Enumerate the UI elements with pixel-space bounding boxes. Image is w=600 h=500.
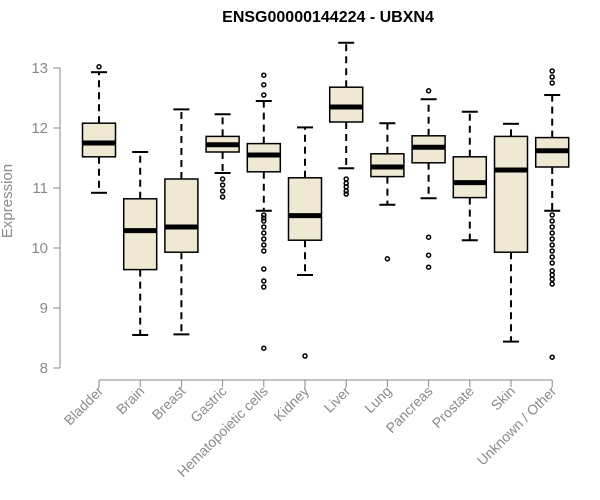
x-tick-label: Liver: [321, 383, 354, 416]
outlier-point: [425, 252, 432, 258]
outlier-point: [261, 212, 267, 218]
y-tick-label: 11: [32, 180, 48, 197]
outlier-point: [343, 176, 349, 182]
box-group: [246, 72, 282, 351]
outlier-point: [261, 248, 267, 254]
outlier-point: [261, 224, 267, 230]
y-tick-label: 10: [31, 240, 48, 257]
y-tick-label: 9: [40, 300, 48, 317]
box-group: [205, 113, 240, 200]
x-tick-label: Brain: [113, 383, 147, 417]
box-group: [534, 68, 570, 360]
outlier-point: [343, 191, 349, 197]
x-tick-label: Kidney: [271, 383, 313, 425]
outlier-point: [549, 74, 555, 80]
outlier-point: [261, 215, 267, 221]
outlier-point: [384, 256, 391, 262]
x-tick-label: Prostate: [429, 383, 477, 431]
outlier-point: [549, 281, 555, 287]
outlier-point: [261, 284, 267, 290]
box: [81, 122, 117, 158]
y-axis: 8 9 10 11 12 13: [31, 60, 61, 377]
outlier-point: [549, 68, 555, 74]
outlier-point: [343, 184, 349, 190]
outlier-point: [261, 92, 267, 98]
outlier-point: [261, 345, 267, 351]
outlier-point: [425, 234, 432, 240]
outlier-point: [549, 248, 555, 254]
box-group: [452, 110, 488, 242]
y-tick-label: 8: [40, 360, 48, 377]
outlier-point: [261, 218, 267, 224]
outlier-point: [261, 266, 267, 272]
outlier-point: [261, 230, 267, 236]
outlier-point: [261, 72, 267, 78]
x-tick-label: Breast: [149, 383, 189, 423]
outlier-point: [549, 260, 555, 266]
outlier-point: [549, 276, 555, 282]
outlier-point: [261, 236, 267, 242]
outlier-point: [219, 194, 226, 200]
box: [452, 156, 488, 199]
outlier-point: [425, 88, 432, 94]
outlier-point: [549, 254, 555, 260]
y-axis-label: Expression: [0, 164, 16, 238]
y-tick-label: 12: [31, 120, 48, 137]
outlier-point: [549, 224, 555, 230]
box-group: [122, 151, 158, 336]
outlier-point: [549, 272, 555, 278]
outlier-point: [302, 353, 308, 359]
x-tick-label: Skin: [488, 383, 519, 414]
outlier-point: [261, 82, 267, 88]
box-group: [328, 41, 364, 197]
outlier-point: [549, 80, 555, 86]
outlier-point: [261, 242, 267, 248]
box-group: [411, 88, 446, 270]
y-tick-label: 13: [31, 60, 48, 77]
outlier-point: [549, 236, 555, 242]
box-group: [287, 126, 323, 359]
box-group: [164, 108, 199, 336]
outlier-point: [343, 188, 349, 194]
chart-title: ENSG00000144224 - UBXN4: [222, 9, 434, 26]
outlier-point: [549, 230, 555, 236]
outlier-point: [219, 182, 226, 188]
box-group: [370, 122, 405, 262]
outlier-point: [549, 268, 555, 274]
outlier-point: [96, 64, 102, 70]
outlier-point: [219, 176, 226, 182]
outlier-point: [549, 218, 555, 224]
box: [287, 177, 323, 241]
box: [493, 135, 529, 253]
outlier-point: [549, 212, 555, 218]
outlier-point: [261, 278, 267, 284]
box: [164, 178, 199, 253]
x-tick-label: Bladder: [61, 383, 107, 429]
x-tick-label: Lung: [361, 383, 394, 416]
box: [122, 198, 158, 271]
box-group: [493, 122, 529, 343]
outlier-point: [549, 242, 555, 248]
outlier-point: [425, 264, 432, 270]
outlier-point: [549, 354, 555, 360]
box-group: [81, 64, 117, 194]
outlier-point: [219, 188, 226, 194]
box: [246, 142, 282, 173]
plot-area: [81, 41, 570, 360]
